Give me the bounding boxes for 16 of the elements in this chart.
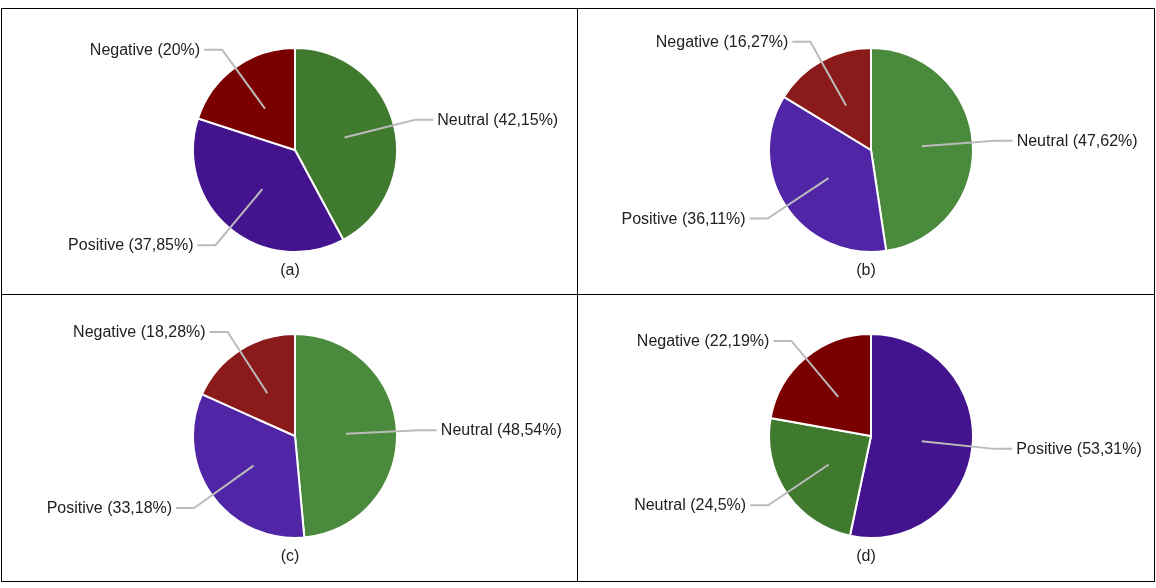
- slice-label: Positive (37,85%): [68, 236, 194, 254]
- slice-label: Positive (53,31%): [1016, 439, 1142, 457]
- text: (b): [855, 261, 877, 279]
- slice-label: Negative (20%): [89, 40, 201, 58]
- slice-label: Neutral (24,5%): [634, 496, 747, 514]
- text: (c): [279, 547, 301, 565]
- text: (a): [279, 261, 301, 279]
- slice-label: Positive (36,11%): [621, 209, 746, 227]
- slice-label: Neutral (48,54%): [440, 421, 562, 439]
- slice-label: Neutral (42,15%): [437, 110, 559, 128]
- text: (d): [855, 547, 877, 565]
- slice-label: Negative (18,28%): [73, 322, 206, 340]
- slice-label: Positive (33,18%): [46, 499, 173, 517]
- slice-label: Negative (22,19%): [636, 331, 770, 349]
- slice-label: Negative (16,27%): [655, 32, 789, 50]
- slice-label: Neutral (47,62%): [1016, 131, 1138, 149]
